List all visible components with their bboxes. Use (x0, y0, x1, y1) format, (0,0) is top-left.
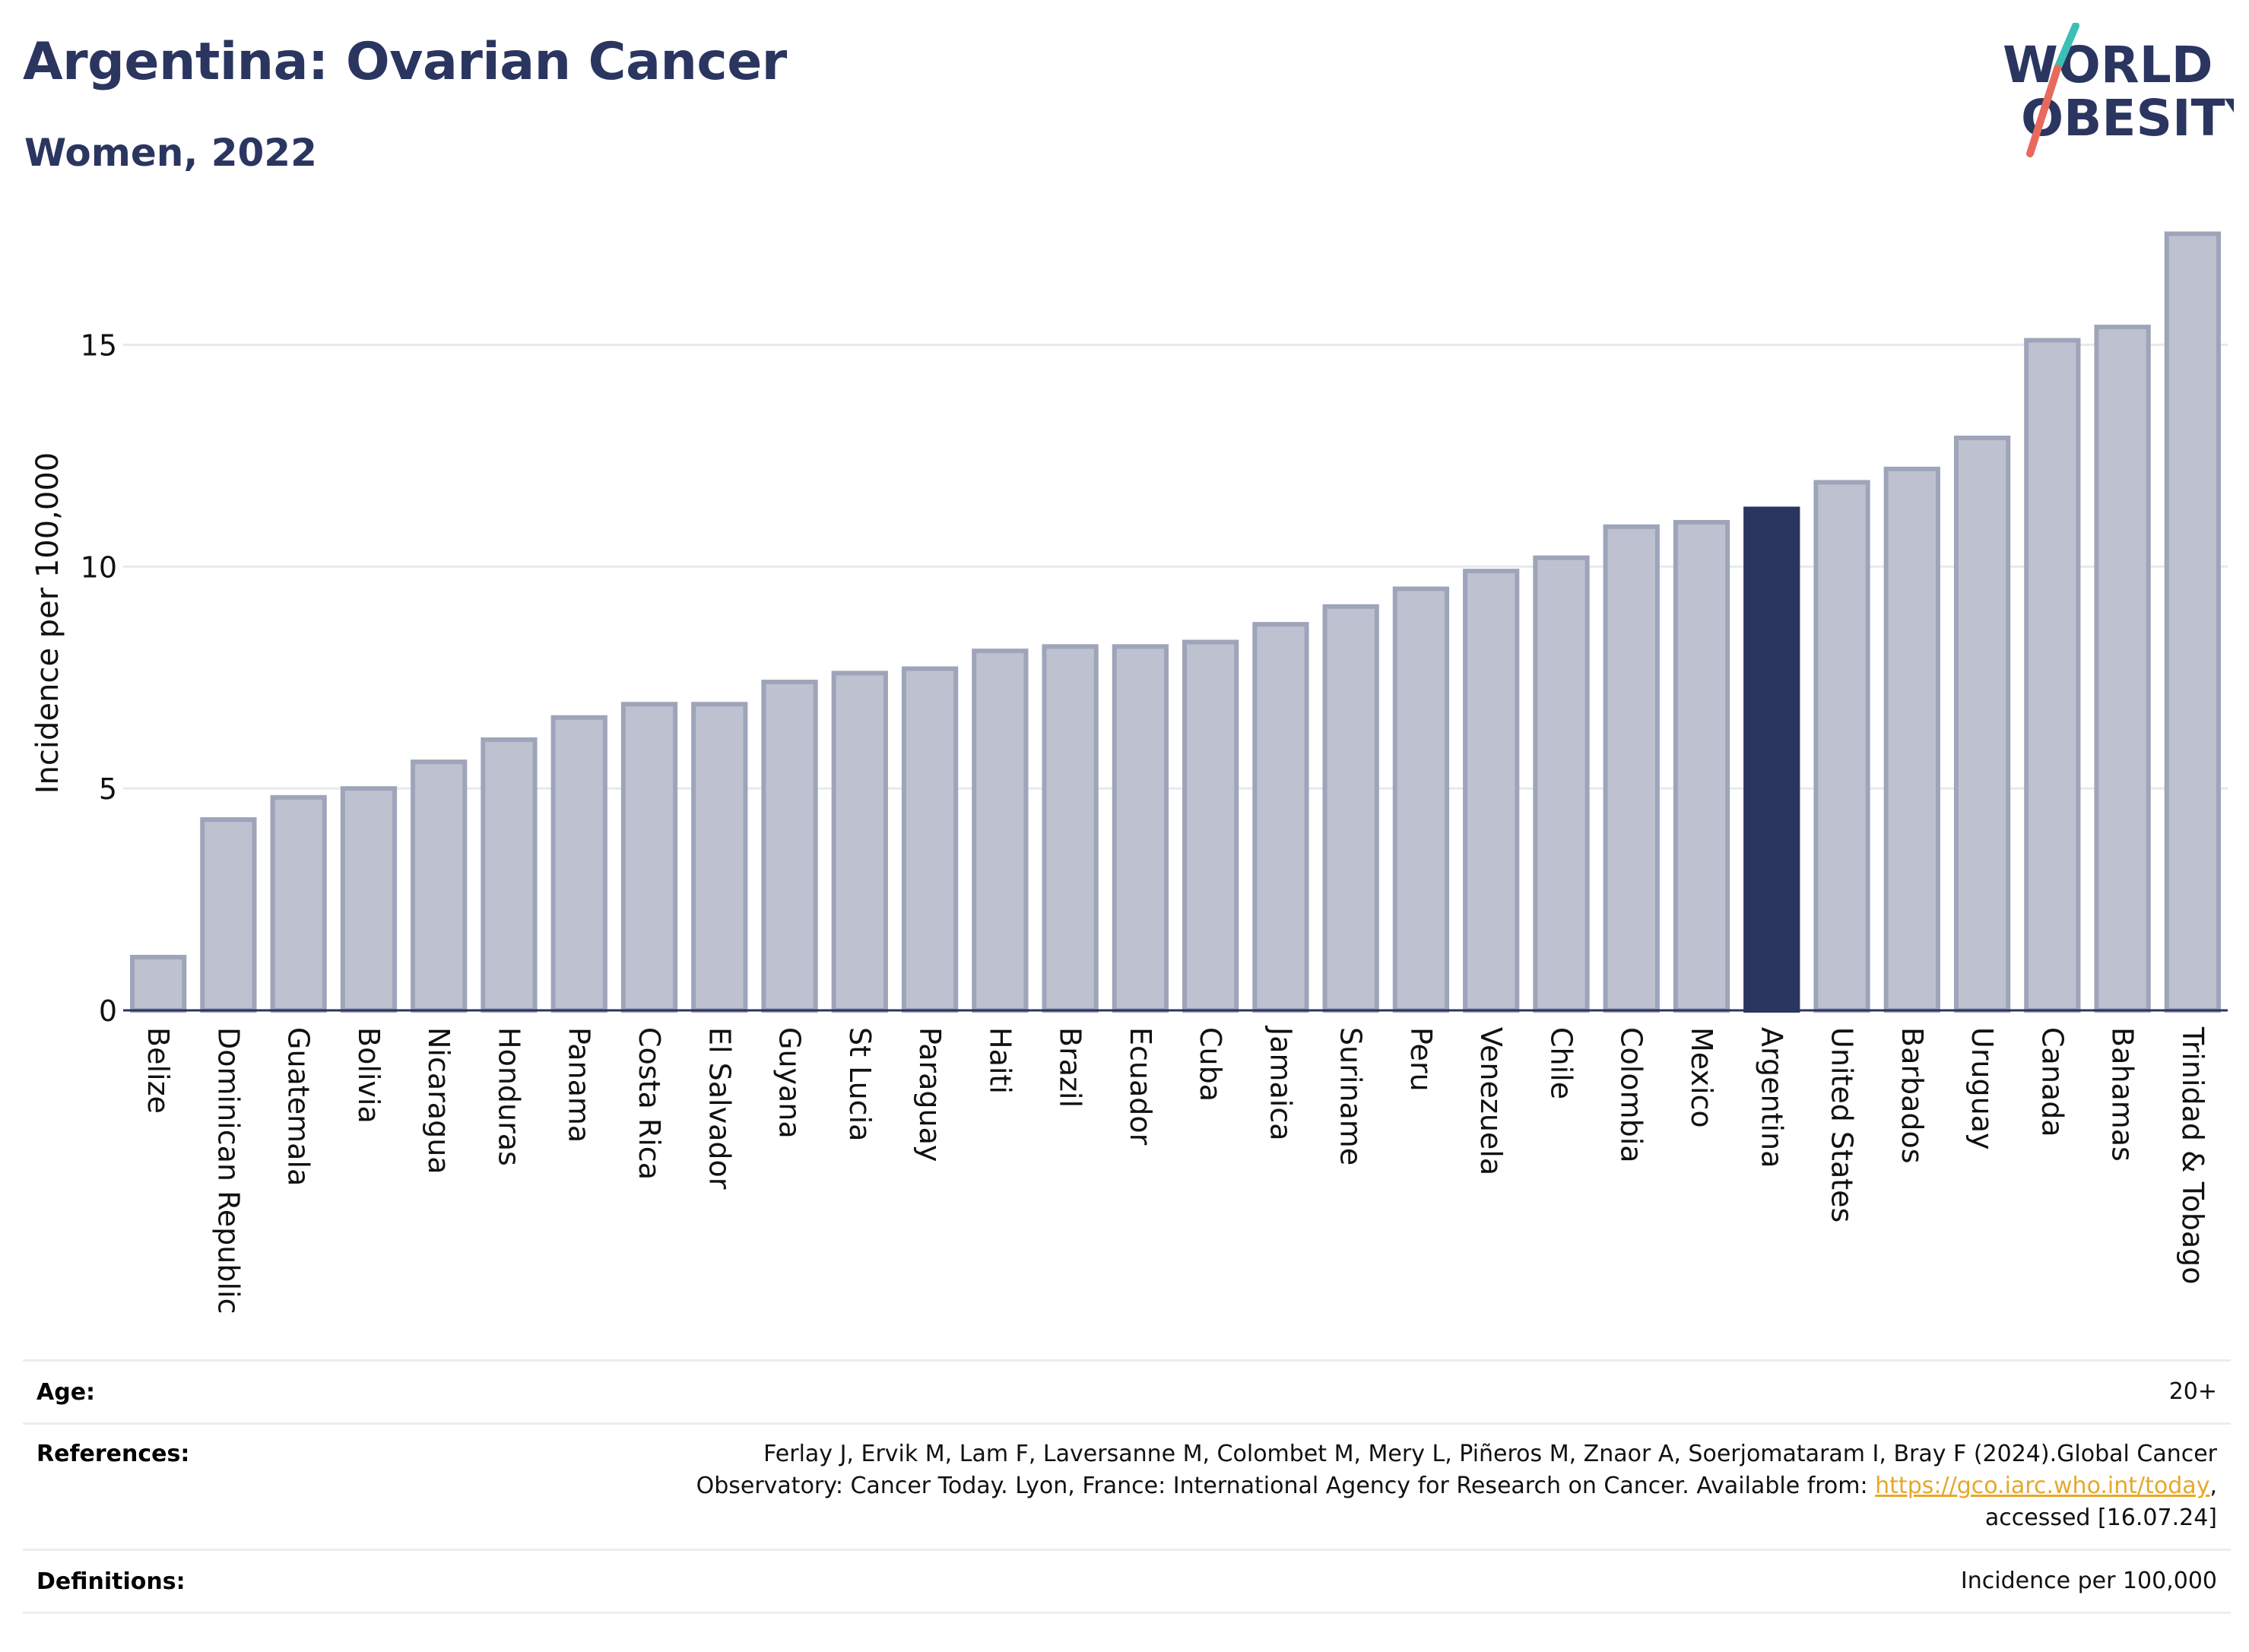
bar-paraguay (901, 666, 959, 1013)
x-tick-label-suriname: Suriname (1334, 1027, 1368, 1165)
x-tick-label-dominican-republic: Dominican Republic (211, 1027, 245, 1314)
metadata-row-age: Age: 20+ (23, 1359, 2231, 1422)
bar-jamaica (1252, 622, 1309, 1013)
bar-barbados (1883, 466, 1940, 1013)
x-tick-label-canada: Canada (2035, 1027, 2069, 1137)
x-tick-label-chile: Chile (1544, 1027, 1578, 1099)
x-tick-label-guyana: Guyana (773, 1027, 807, 1139)
definitions-label: Definitions: (36, 1568, 186, 1595)
bar-haiti (972, 648, 1029, 1013)
logo-slash-teal (2054, 23, 2079, 72)
bar-venezuela (1463, 569, 1520, 1013)
x-tick-label-haiti: Haiti (983, 1027, 1017, 1094)
references-line-3: accessed [16.07.24] (1984, 1505, 2217, 1531)
world-obesity-logo: WORLD OBESITY (2003, 23, 2234, 157)
references-label: References: (36, 1441, 190, 1467)
x-tick-label-trinidad-tobago: Trinidad & Tobago (2176, 1026, 2209, 1285)
x-tick-label-argentina: Argentina (1755, 1027, 1788, 1168)
x-tick-label-peru: Peru (1404, 1027, 1438, 1092)
x-tick-label-bahamas: Bahamas (2106, 1027, 2140, 1162)
bar-argentina (1743, 506, 1800, 1013)
bar-chile (1533, 555, 1590, 1013)
bar-bolivia (340, 786, 398, 1013)
references-text: Ferlay J, Ervik M, Lam F, Laversanne M, … (696, 1438, 2217, 1534)
bar-suriname (1322, 604, 1379, 1013)
x-tick-label-nicaragua: Nicaragua (422, 1027, 455, 1175)
metadata-row-definitions: Definitions: Incidence per 100,000 (23, 1549, 2231, 1614)
x-tick-label-ecuador: Ecuador (1124, 1027, 1157, 1146)
bar-ecuador (1112, 644, 1169, 1013)
bar-brazil (1042, 644, 1099, 1013)
y-tick-label-10: 10 (81, 550, 117, 584)
bar-trinidad-tobago (2164, 231, 2222, 1013)
metadata-table: Age: 20+ References: Ferlay J, Ervik M, … (23, 1359, 2231, 1614)
bar-st-lucia (831, 671, 888, 1013)
y-tick-label-15: 15 (81, 328, 117, 362)
bar-guatemala (270, 794, 327, 1013)
age-label: Age: (36, 1378, 96, 1406)
bar-belize (129, 954, 187, 1013)
x-tick-label-uruguay: Uruguay (1965, 1027, 1999, 1150)
bar-colombia (1603, 524, 1660, 1013)
bar-guyana (761, 680, 818, 1013)
bar-peru (1392, 586, 1450, 1013)
bar-costa-rica (620, 702, 678, 1013)
x-tick-label-colombia: Colombia (1615, 1027, 1648, 1163)
bar-chart: 0 5 10 15 Incidence per 100,000 Belize Dominic… (30, 231, 2228, 1314)
x-tick-label-belize: Belize (141, 1027, 175, 1114)
y-tick-label-0: 0 (99, 994, 117, 1028)
x-tick-label-panama: Panama (563, 1027, 596, 1143)
x-tick-label-barbados: Barbados (1895, 1027, 1929, 1164)
x-tick-label-honduras: Honduras (492, 1027, 525, 1166)
x-tick-label-el-salvador: El Salvador (703, 1027, 736, 1190)
age-value: 20+ (2168, 1378, 2217, 1405)
x-tick-label-paraguay: Paraguay (913, 1027, 947, 1162)
x-tick-label-mexico: Mexico (1685, 1027, 1718, 1128)
x-tick-label-guatemala: Guatemala (282, 1027, 316, 1186)
references-line-2: Observatory: Cancer Today. Lyon, France:… (696, 1470, 2217, 1502)
references-line-1: Ferlay J, Ervik M, Lam F, Laversanne M, … (763, 1441, 2217, 1467)
definitions-value: Incidence per 100,000 (1960, 1568, 2217, 1594)
x-tick-label-bolivia: Bolivia (352, 1027, 385, 1124)
bar-united-states (1813, 480, 1870, 1013)
references-link[interactable]: https://gco.iarc.who.int/today (1875, 1473, 2210, 1499)
page-subtitle: Women, 2022 (24, 131, 317, 175)
bar-nicaragua (411, 759, 468, 1013)
bar-uruguay (1953, 436, 2011, 1013)
page-title: Argentina: Ovarian Cancer (23, 32, 787, 92)
bar-honduras (481, 737, 538, 1013)
x-tick-label-costa-rica: Costa Rica (633, 1027, 666, 1180)
logo-word-world: WORLD (2003, 36, 2213, 94)
bar-dominican-republic (200, 817, 257, 1013)
references-line-2-text: Observatory: Cancer Today. Lyon, France:… (696, 1473, 1876, 1499)
x-tick-label-cuba: Cuba (1194, 1027, 1227, 1102)
metadata-row-references: References: Ferlay J, Ervik M, Lam F, La… (23, 1422, 2231, 1549)
y-tick-label-5: 5 (99, 772, 117, 806)
x-tick-label-st-lucia: St Lucia (843, 1027, 877, 1141)
bar-mexico (1673, 519, 1730, 1013)
bar-bahamas (2094, 325, 2151, 1013)
bar-cuba (1182, 639, 1239, 1013)
logo-word-obesity: OBESITY (2021, 89, 2234, 147)
bar-canada (2024, 338, 2081, 1013)
x-tick-label-brazil: Brazil (1054, 1027, 1087, 1108)
bar-panama (550, 715, 607, 1013)
y-axis-title: Incidence per 100,000 (30, 452, 65, 794)
x-tick-label-jamaica: Jamaica (1264, 1026, 1297, 1141)
x-tick-label-united-states: United States (1826, 1027, 1859, 1222)
references-line-2-end: , (2209, 1473, 2217, 1499)
x-tick-label-venezuela: Venezuela (1474, 1027, 1508, 1175)
logo-slash-coral (2026, 65, 2061, 157)
bar-el-salvador (691, 702, 748, 1013)
